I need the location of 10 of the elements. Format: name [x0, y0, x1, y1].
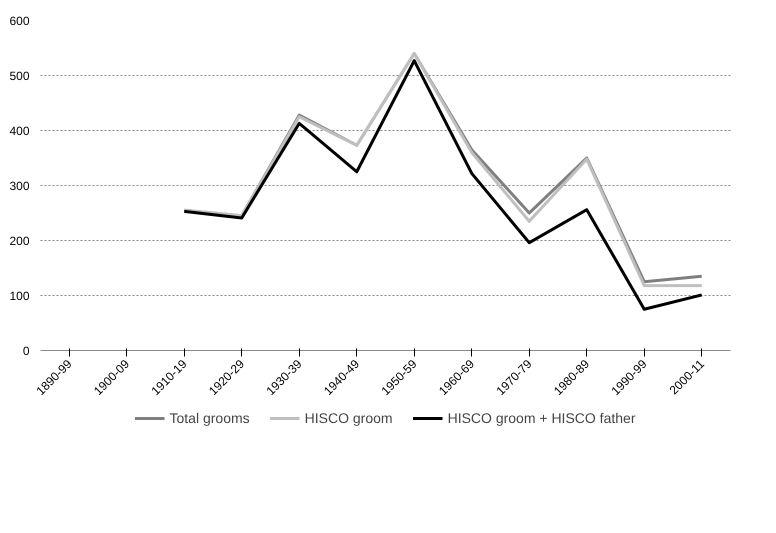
legend-label: HISCO groom + HISCO father	[448, 410, 636, 426]
legend-label: Total grooms	[170, 410, 250, 426]
y-tick-label: 400	[9, 124, 30, 138]
y-tick-label: 600	[9, 14, 30, 28]
y-tick-label: 200	[9, 234, 30, 248]
y-tick-label: 500	[9, 69, 30, 83]
y-tick-label: 100	[9, 289, 30, 303]
legend-label: HISCO groom	[304, 410, 393, 426]
y-tick-label: 300	[9, 179, 30, 193]
y-tick-label: 0	[22, 344, 30, 358]
